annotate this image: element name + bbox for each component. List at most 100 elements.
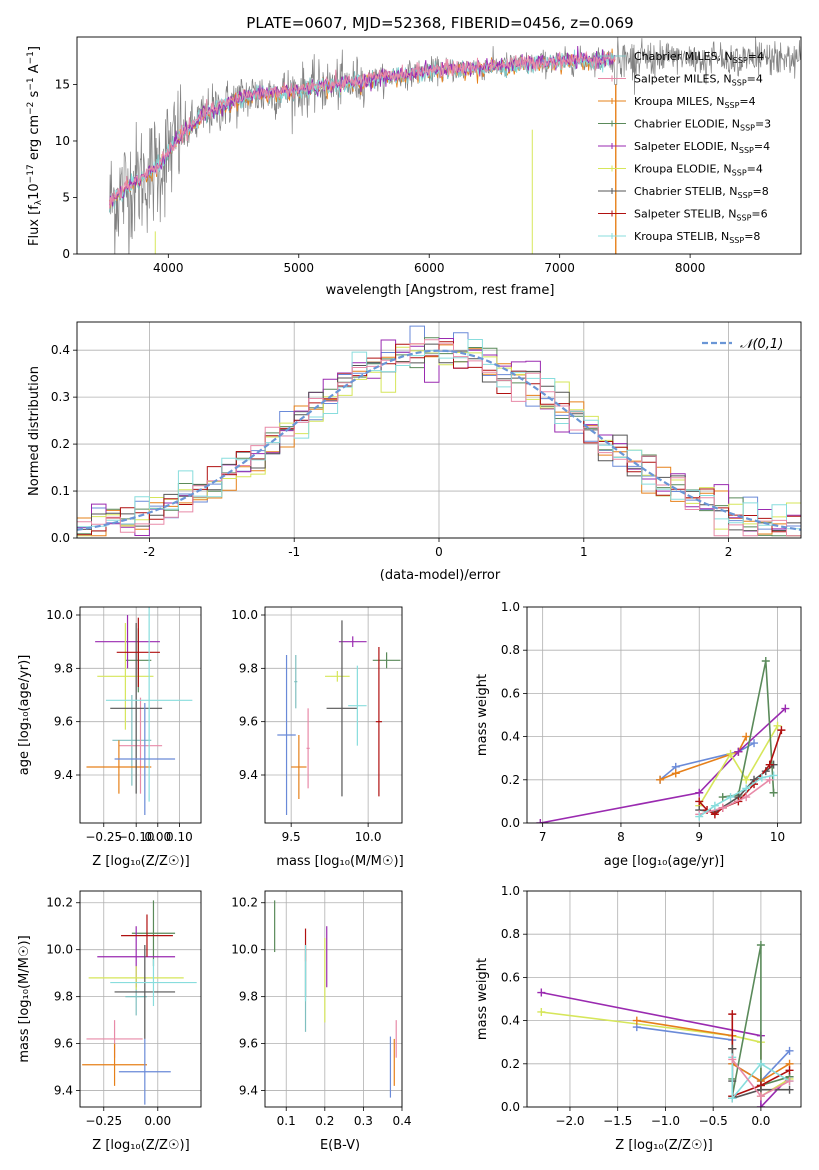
plot-area [536,657,790,823]
x-tick-label: 7000 [544,261,575,275]
y-tick-label: 0.2 [501,773,520,787]
normal-legend-label: 𝒩(0,1) [740,337,783,352]
mass-weight-marker [769,771,778,780]
y-tick-label: 9.4 [239,768,258,782]
y-tick-label: 0.0 [501,1100,520,1114]
plot-area [77,325,801,537]
residual-legend: 𝒩(0,1) [702,337,783,352]
figure-title: PLATE=0607, MJD=52368, FIBERID=0456, z=0… [246,14,633,32]
x-tick-label: −1.0 [651,1114,680,1128]
x-tick-label: 0.00 [144,1114,171,1128]
mass-weight-marker [742,732,751,741]
mass-weight-marker [695,797,704,806]
x-tick-label: 10 [770,830,785,844]
ylabel: mass weight [475,674,490,756]
mass-vs-EBV-plot: 0.1 0.2 0.3 0.4 9.4 9.6 9.8 10.0 10.2 E(B-V) [231,890,412,1153]
mass-weight-marker [773,721,782,730]
mass-weight-line [659,736,747,781]
mass-weight-marker [769,788,778,797]
y-tick-label: 9.8 [239,661,258,675]
y-tick-label: 5 [62,190,70,204]
spectrum-legend: Chabrier MILES, NSSP=4 Salpeter MILES, NS… [598,50,771,245]
axes-frame [526,890,802,1108]
x-tick-label: 8000 [675,261,706,275]
residual-plot: -2 -1 0 1 2 0.0 0.1 0.2 0.3 0.4 [51,321,802,559]
y-tick-label: 0.2 [51,437,70,451]
residual-histogram [77,339,801,530]
mass-weight-marker [632,1016,641,1025]
mass-weight-marker [656,775,665,784]
axes-frame [76,36,802,255]
mass-weight-line [731,1057,790,1101]
residual-histogram [77,339,801,537]
legend-label: Salpeter ELODIE, NSSP=4 [634,140,770,155]
legend-label: Kroupa ELODIE, NSSP=4 [634,163,763,178]
mass-weight-marker [728,1010,737,1019]
mass-weight-marker [728,1055,737,1064]
model-spectrum [109,50,616,209]
spectrum-panel: PLATE=0607, MJD=52368, FIBERID=0456, z=0… [26,14,802,298]
y-tick-label: 0.8 [501,927,520,941]
plot-area [537,941,794,1107]
weight-vs-age-plot: 7 8 9 10 0.0 0.2 0.4 0.6 0.8 1.0 age [log₁₀(age/yr… [475,600,802,869]
plot-area [109,37,801,254]
mass-vs-Z-plot: −0.25 0.00 9.4 9.6 9.8 10.0 10.2 Z [log₁₀(Z/Z☉)… [17,890,202,1153]
legend-label: Chabrier MILES, NSSP=4 [634,50,764,65]
y-tick-label: 1.0 [501,600,520,614]
x-tick-label: −1.5 [603,1114,632,1128]
xlabel: E(B-V) [320,1138,360,1153]
x-tick-label: −0.10 [118,830,155,844]
mass-weight-marker [734,747,743,756]
x-tick-label: −0.5 [699,1114,728,1128]
x-tick-label: 9.5 [282,830,301,844]
ylabel: age [log₁₀(age/yr)] [17,655,32,776]
y-tick-label: 10.2 [46,896,73,910]
spectrum-ylabel: Flux [fλ10−17 erg cm−2 s−1 A−1] [26,46,44,246]
axes-frame [79,606,202,824]
x-tick-label: 0.10 [166,830,193,844]
x-tick-label: 8 [617,830,625,844]
mass-weight-marker [756,1092,765,1101]
y-tick-label: 0.2 [501,1057,520,1071]
mass-weight-marker [777,726,786,735]
mass-weight-marker [718,793,727,802]
spectrum-xlabel: wavelength [Angstrom, rest frame] [326,283,555,298]
y-tick-label: 9.6 [239,715,258,729]
mass-weight-marker [785,1066,794,1075]
y-tick-label: 0 [62,247,70,261]
y-tick-label: 0.4 [501,730,520,744]
y-tick-label: 10.0 [231,943,258,957]
y-tick-label: 9.6 [54,715,73,729]
plot-area [82,900,197,1105]
spectrum-plot: 4000 5000 6000 7000 8000 0 5 10 15 [55,36,802,275]
legend-label: Salpeter STELIB, NSSP=6 [634,208,768,223]
y-tick-label: 15 [55,77,70,91]
mass-weight-marker [710,801,719,810]
x-tick-label: 5000 [283,261,314,275]
mass-weight-marker [718,803,727,812]
mass-weight-marker [756,941,765,949]
mass-weight-line [698,725,779,807]
legend-label: Chabrier ELODIE, NSSP=3 [634,118,771,133]
x-tick-label: 0.4 [392,1114,411,1128]
x-tick-label: 1 [580,545,588,559]
mass-weight-marker [785,1046,794,1055]
x-tick-label: −0.25 [85,1114,122,1128]
y-tick-label: 0.4 [501,1014,520,1028]
x-tick-label: 10.0 [355,830,382,844]
mass-weight-marker [761,657,770,665]
plot-area [274,900,397,1098]
mass-weight-marker [765,775,774,784]
x-tick-label: -1 [288,545,300,559]
y-tick-label: 10.0 [46,943,73,957]
mass-weight-marker [710,810,719,819]
x-tick-label: 6000 [414,261,445,275]
y-tick-label: 0.6 [501,970,520,984]
y-tick-label: 0.0 [51,531,70,545]
xlabel: age [log₁₀(age/yr)] [604,854,725,869]
normal-curve [77,349,801,531]
weight-vs-Z-plot: −2.0 −1.5 −1.0 −0.5 0.0 0.0 0.2 0.4 0.6 0.8 1.0 Z [… [475,884,802,1153]
x-tick-label: −0.25 [85,830,122,844]
x-tick-label: -2 [143,545,155,559]
mass-weight-marker [537,988,546,997]
